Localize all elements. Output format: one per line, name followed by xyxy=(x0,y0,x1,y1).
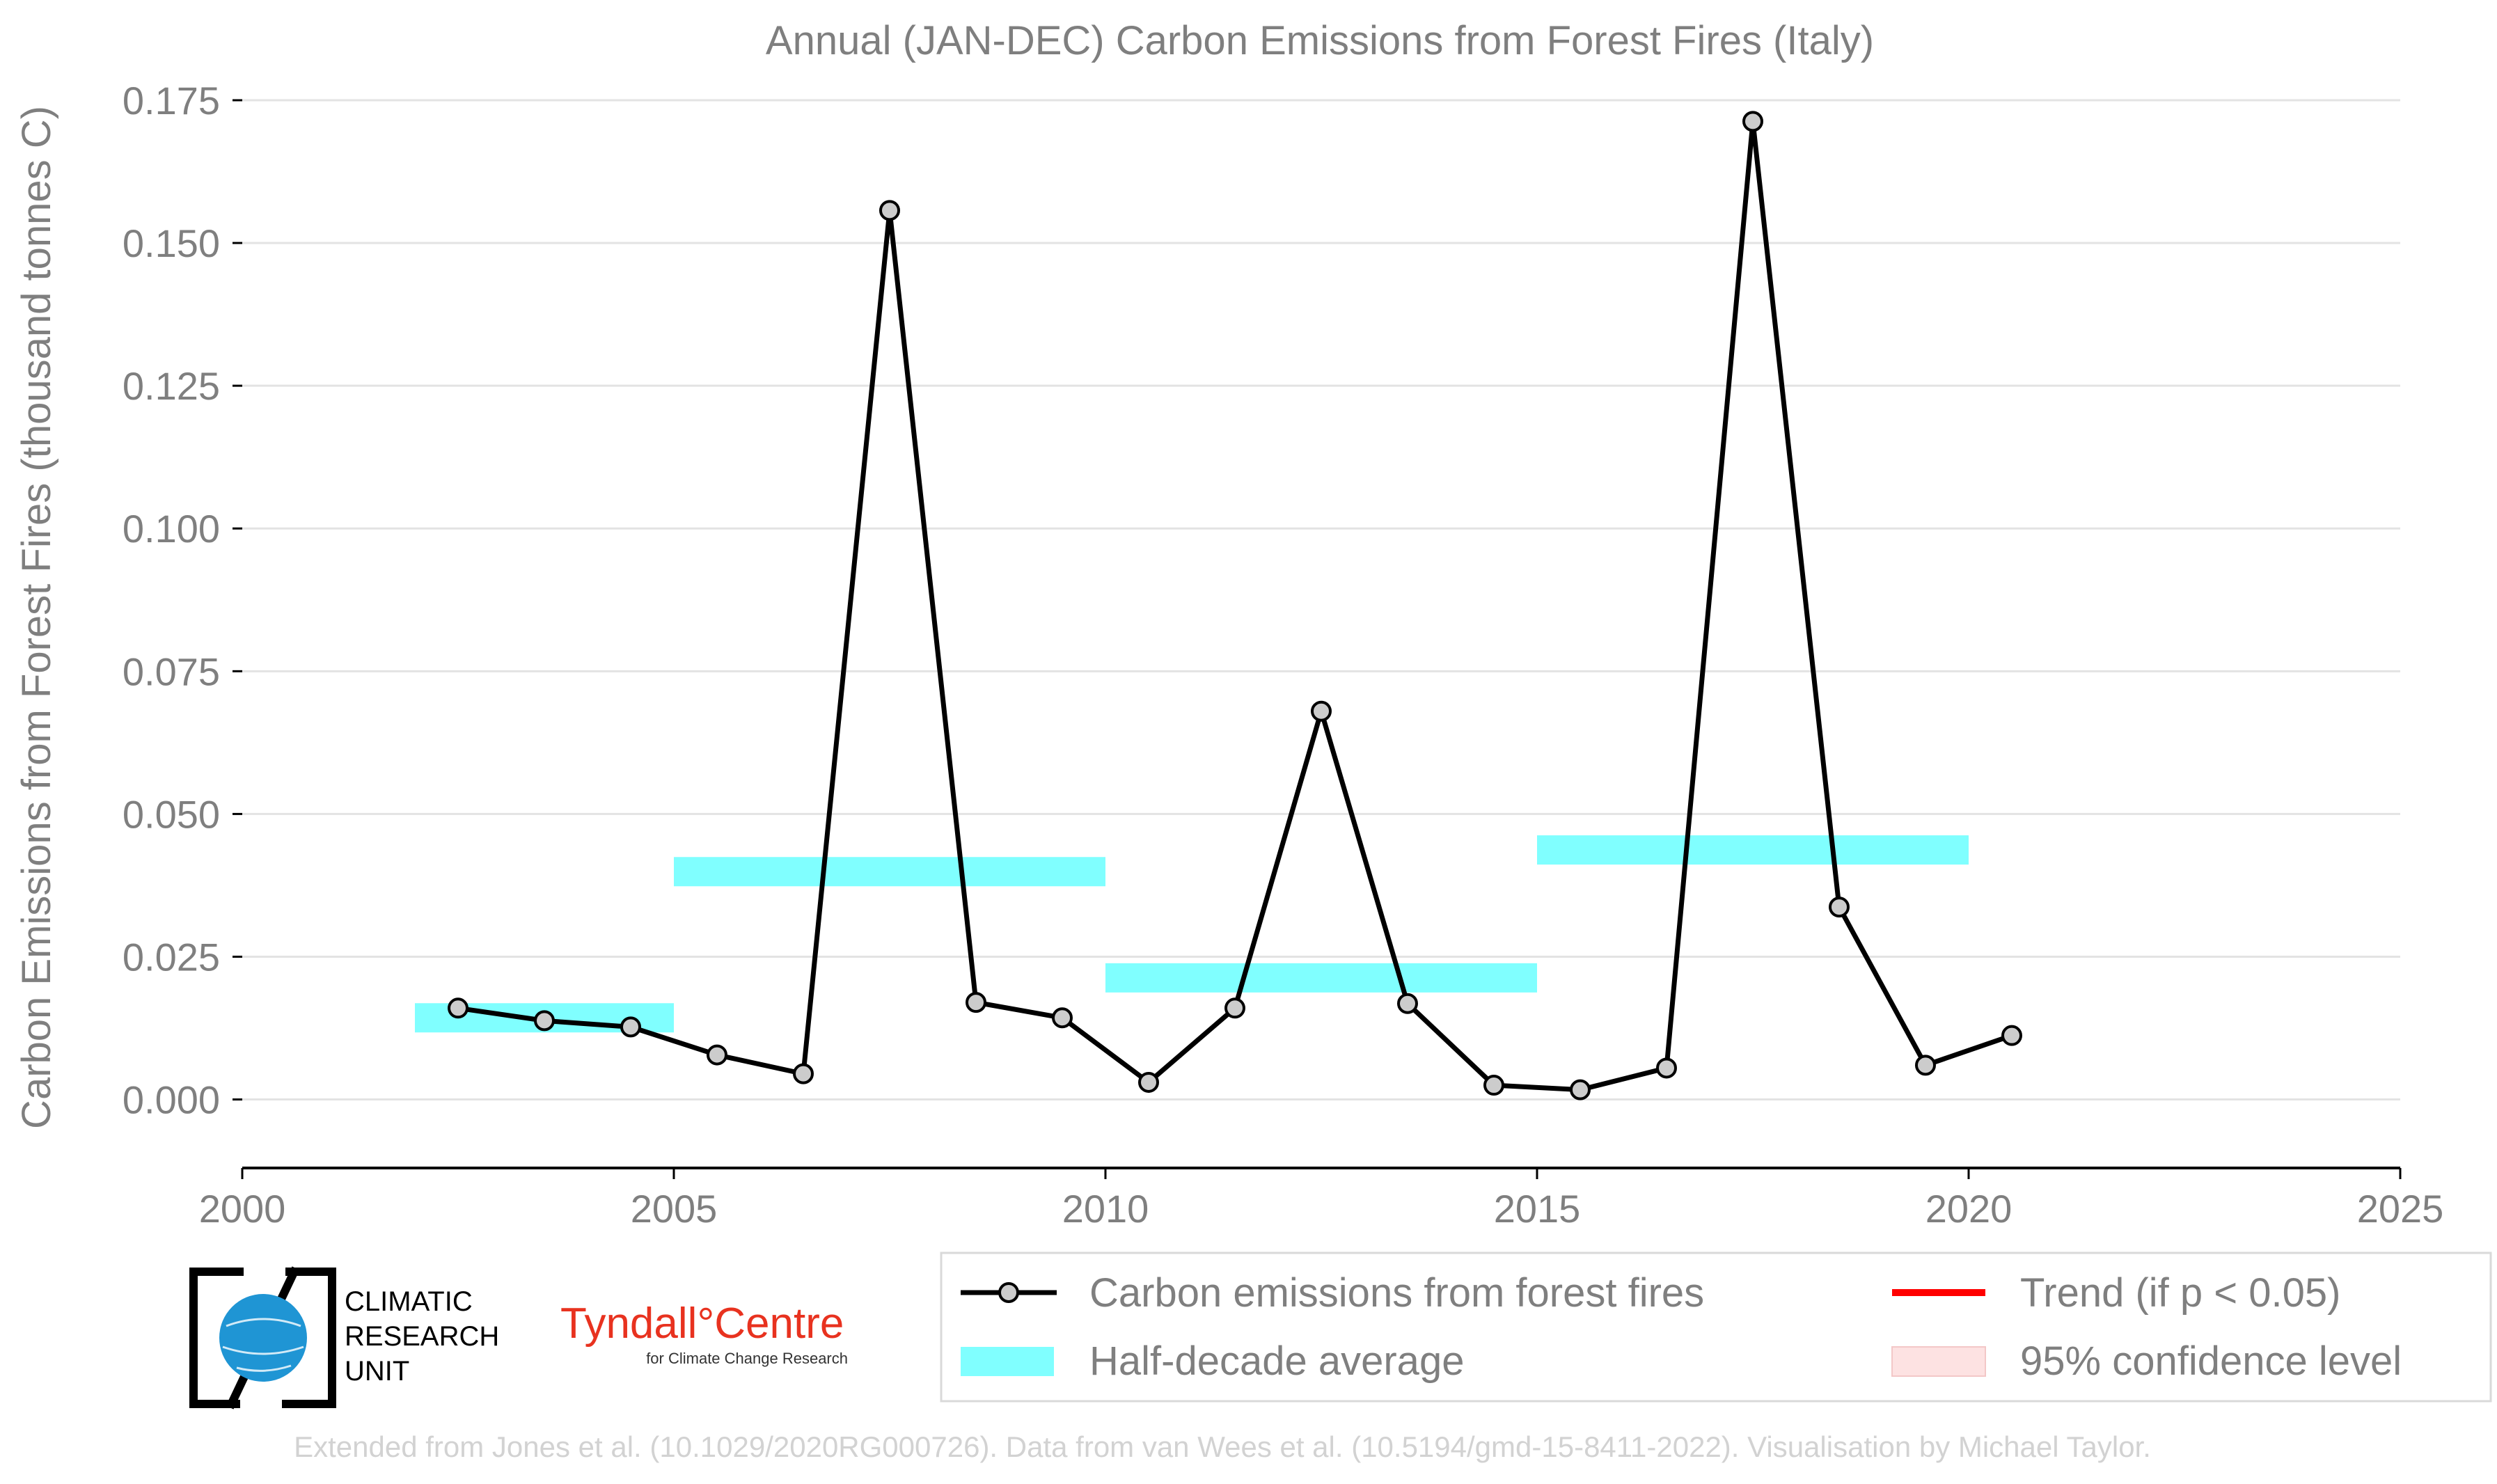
half-decade-average-bar xyxy=(674,857,1105,887)
data-point xyxy=(534,1010,555,1032)
data-point xyxy=(1224,997,1245,1019)
data-point xyxy=(879,200,900,221)
x-tick-label: 2000 xyxy=(199,1187,286,1231)
y-tick-label: 0.100 xyxy=(123,507,220,551)
data-point xyxy=(448,997,468,1019)
data-point xyxy=(1311,700,1332,722)
x-tick-label: 2025 xyxy=(2357,1187,2444,1231)
x-tick-label: 2005 xyxy=(631,1187,718,1231)
data-point xyxy=(793,1063,814,1084)
data-point xyxy=(1483,1075,1504,1096)
grid-lines xyxy=(242,99,2400,1101)
data-point xyxy=(1656,1057,1677,1079)
data-point xyxy=(1397,993,1418,1014)
data-point xyxy=(1052,1007,1073,1029)
data-point xyxy=(707,1044,727,1066)
tyndall-logo-sub: for Climate Change Research xyxy=(646,1350,848,1367)
legend-label-confidence: 95% confidence level xyxy=(2020,1339,2402,1384)
cru-logo-line-2: RESEARCH xyxy=(345,1321,499,1352)
data-point xyxy=(1138,1071,1159,1093)
data-point xyxy=(966,992,986,1013)
y-axis-label: Carbon Emissions from Forest Fires (thou… xyxy=(14,106,59,1129)
x-tick-labels: 2000 2005 2010 2015 2020 2025 xyxy=(199,1168,2444,1231)
x-tick-label: 2010 xyxy=(1062,1187,1149,1231)
legend-swatch-confidence xyxy=(1891,1346,1986,1377)
y-tick-label: 0.175 xyxy=(123,79,220,123)
data-point xyxy=(1570,1079,1591,1100)
legend: Carbon emissions from forest fires Trend… xyxy=(940,1252,2492,1403)
data-point xyxy=(1915,1055,1936,1076)
legend-label-emissions: Carbon emissions from forest fires xyxy=(1089,1270,1704,1316)
x-tick-label: 2015 xyxy=(1494,1187,1581,1231)
credit-line: Extended from Jones et al. (10.1029/2020… xyxy=(294,1430,2151,1463)
half-decade-average-bars xyxy=(415,835,1969,1033)
series-line xyxy=(457,120,2013,1093)
y-tick-label: 0.050 xyxy=(123,792,220,836)
data-series xyxy=(448,111,2022,1100)
y-tick-label: 0.125 xyxy=(123,364,220,408)
tyndall-logo: Tyndall°Centre for Climate Change Resear… xyxy=(560,1300,848,1367)
data-point xyxy=(620,1016,641,1038)
legend-swatch-half-decade xyxy=(961,1347,1054,1376)
legend-label-trend: Trend (if p < 0.05) xyxy=(2020,1270,2340,1316)
data-point xyxy=(1742,111,1763,132)
y-tick-labels: 0.000 0.025 0.050 0.075 0.100 0.125 0.150 0.175 xyxy=(123,79,242,1122)
y-tick-label: 0.150 xyxy=(123,221,220,265)
legend-frame xyxy=(940,1252,2492,1403)
half-decade-average-bar xyxy=(1537,835,1969,865)
y-tick-label: 0.000 xyxy=(123,1078,220,1122)
data-point xyxy=(1829,897,1850,918)
y-tick-label: 0.025 xyxy=(123,935,220,979)
data-point xyxy=(2001,1025,2022,1046)
cru-logo: CLIMATIC RESEARCH UNIT xyxy=(189,1266,499,1410)
cru-logo-line-3: UNIT xyxy=(345,1356,409,1387)
half-decade-average-bar xyxy=(1105,963,1537,993)
chart-title: Annual (JAN-DEC) Carbon Emissions from F… xyxy=(766,18,1874,63)
legend-swatch-emissions-marker xyxy=(998,1282,1019,1303)
globe-icon xyxy=(219,1294,307,1382)
cru-logo-line-1: CLIMATIC xyxy=(345,1286,473,1317)
x-tick-label: 2020 xyxy=(1925,1187,2012,1231)
y-tick-label: 0.075 xyxy=(123,649,220,693)
legend-label-half-decade: Half-decade average xyxy=(1089,1339,1464,1384)
tyndall-logo-main: Tyndall°Centre xyxy=(560,1300,844,1348)
